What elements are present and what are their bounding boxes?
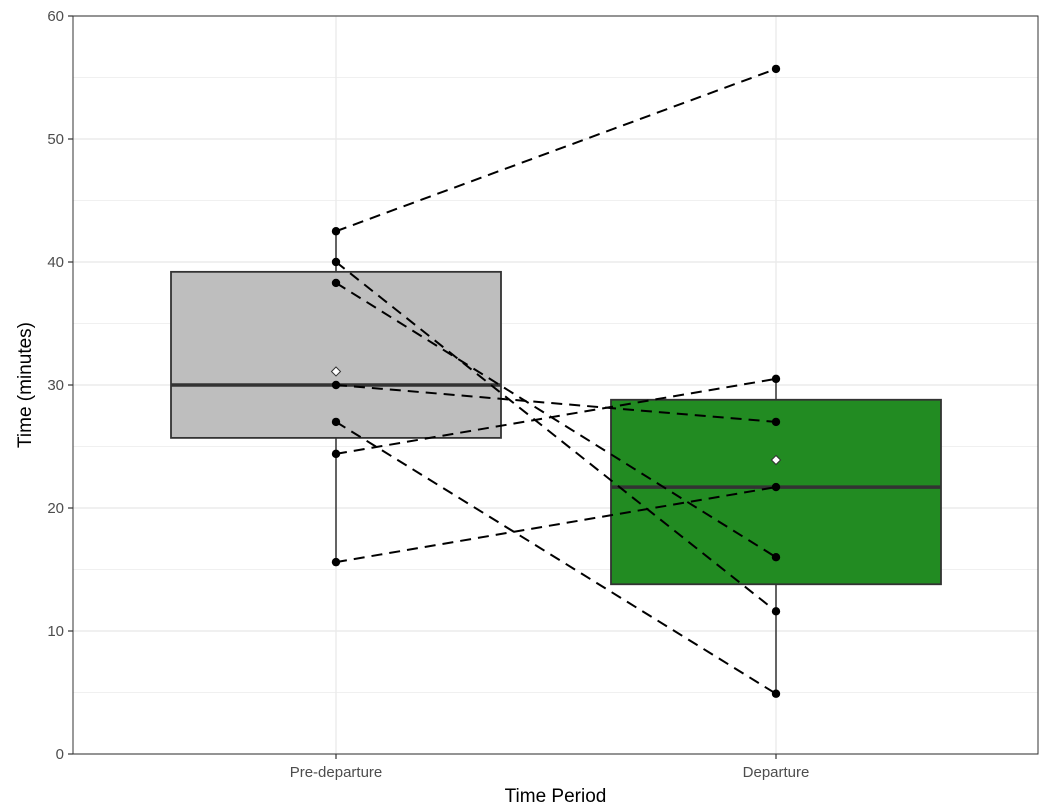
point-post	[771, 553, 781, 562]
y-axis-title: Time (minutes)	[15, 322, 36, 448]
point-post	[771, 417, 781, 427]
x-axis-title: Time Period	[505, 786, 607, 807]
points	[331, 64, 781, 698]
point-post	[771, 607, 781, 616]
x-axis: Pre-departure Departure	[290, 754, 810, 781]
point-pre	[331, 227, 341, 236]
box-pre-departure	[170, 270, 502, 439]
point-pre	[331, 278, 341, 288]
y-tick-label: 40	[47, 254, 64, 271]
mean-markers	[330, 366, 782, 466]
pair-line	[335, 261, 777, 613]
point-post	[771, 689, 781, 698]
y-tick-label: 20	[47, 500, 64, 517]
point-post	[771, 482, 781, 492]
y-axis: 0 10 20 30 40 50 60	[47, 8, 73, 763]
point-pre	[331, 380, 341, 390]
y-tick-label: 60	[47, 8, 64, 25]
y-tick-label: 50	[47, 131, 64, 148]
point-pre	[331, 417, 341, 427]
pair-line	[335, 282, 777, 559]
y-tick-label: 10	[47, 623, 64, 640]
point-post	[771, 374, 781, 384]
point-pre	[331, 257, 341, 267]
point-pre	[331, 449, 341, 459]
point-pre	[331, 557, 341, 567]
boxes	[170, 231, 942, 694]
mean-marker	[770, 454, 782, 466]
pair-line	[335, 377, 777, 455]
x-tick-label: Departure	[743, 764, 810, 781]
pair-line	[335, 67, 777, 233]
pair-lines	[335, 67, 777, 695]
y-tick-label: 30	[47, 377, 64, 394]
point-post	[771, 64, 781, 74]
x-tick-label: Pre-departure	[290, 764, 383, 781]
y-tick-label: 0	[56, 746, 64, 763]
mean-marker	[330, 366, 342, 377]
pair-line	[335, 421, 777, 695]
pair-line	[335, 384, 777, 423]
pair-line	[335, 486, 777, 564]
